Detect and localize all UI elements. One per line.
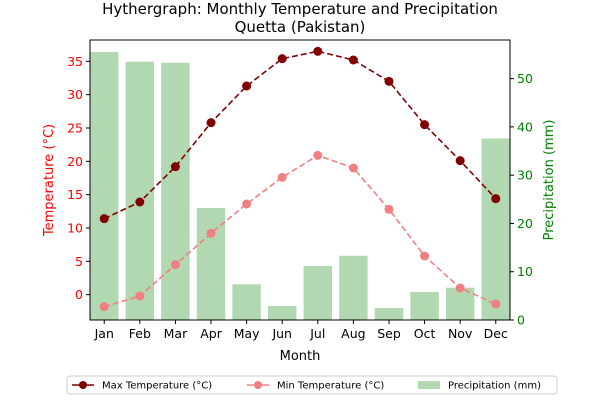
max-temp-legend-marker [79,381,87,389]
left-y-axis-label: Temperature (°C) [42,124,57,237]
precip-bar-dec [481,138,510,320]
right-tick-label: 20 [517,216,533,231]
chart-title: Hythergraph: Monthly Temperature and Pre… [102,0,498,18]
precip-bar-nov [445,287,475,320]
precip-legend-label: Precipitation (mm) [448,381,541,392]
min-temp-point-dec [491,299,501,309]
min-temp-point-nov [455,283,465,293]
min-temp-point-sep [384,204,394,214]
precip-bar-sep [374,307,404,320]
min-temp-point-feb [135,291,145,301]
min-temp-point-mar [170,260,180,270]
left-tick-label: 25 [67,121,83,136]
x-tick-label-jul: Jul [309,326,325,341]
precip-bar-apr [196,208,226,320]
precip-bar-may [232,284,261,320]
max-temp-point-sep [384,76,394,86]
precip-bar-feb [125,61,155,320]
max-temp-legend-label: Max Temperature (°C) [102,381,212,392]
left-tick-label: 30 [67,87,83,102]
x-tick-label-mar: Mar [164,326,188,341]
legend: Max Temperature (°C) Min Temperature (°C)… [66,375,558,395]
min-temp-legend-label: Min Temperature (°C) [277,381,384,392]
right-tick-label: 50 [517,71,533,86]
left-tick-label: 35 [67,54,83,69]
max-temp-line [103,50,497,220]
min-temp-point-aug [348,163,358,173]
min-temp-point-jul [313,150,323,160]
x-tick-label-oct: Oct [414,326,436,341]
precip-bar-oct [410,292,439,320]
precip-bar-mar [161,62,190,320]
x-tick-label-jun: Jun [271,326,292,341]
temperature-lines [99,46,501,312]
min-temp-point-may [242,199,252,209]
max-temp-point-feb [135,197,145,207]
min-temp-legend-marker [254,381,262,389]
max-temp-point-nov [455,156,465,166]
max-temp-point-mar [170,162,180,172]
left-tick-label: 5 [75,254,83,269]
right-tick-label: 40 [517,119,533,134]
precip-bar-jan [90,52,119,320]
right-y-axis-label: Precipitation (mm) [542,120,557,241]
left-tick-label: 15 [67,187,83,202]
min-temp-point-jan [99,302,109,312]
chart-subtitle: Quetta (Pakistan) [235,18,366,36]
max-temp-point-dec [491,194,501,204]
x-tick-label-may: May [234,326,260,341]
left-y-axis: 0 5 10 15 20 25 30 35 [67,54,90,302]
x-axis: Jan Feb Mar Apr May Jun Jul Aug Sep Oct Nov Dec [94,320,508,341]
left-tick-label: 0 [75,287,83,302]
x-axis-label: Month [280,349,321,364]
x-tick-label-dec: Dec [484,326,508,341]
max-temp-point-jun [277,54,287,64]
right-tick-label: 10 [517,264,533,279]
right-y-axis: 0 10 20 30 40 50 [510,71,533,328]
min-temp-point-oct [420,251,430,261]
x-tick-label-nov: Nov [448,326,473,341]
precipitation-bars [90,52,510,320]
precip-bar-jul [303,265,333,320]
min-temp-point-apr [206,228,216,238]
min-temp-line [104,154,497,308]
plot-frame [89,39,511,321]
legend-box [66,375,558,395]
max-temp-point-jan [99,214,109,224]
left-tick-label: 10 [67,221,83,236]
right-tick-label: 30 [517,168,533,183]
precip-bar-aug [339,255,368,320]
x-tick-label-jan: Jan [94,326,114,341]
min-temp-point-jun [277,172,287,182]
x-tick-label-aug: Aug [341,326,365,341]
max-temp-point-aug [348,55,358,65]
right-tick-label: 0 [517,313,525,328]
left-tick-label: 20 [67,154,83,169]
precip-bar-jun [267,306,297,320]
x-tick-label-feb: Feb [129,326,151,341]
precip-legend-swatch [418,381,440,389]
max-temp-point-apr [206,118,216,128]
max-temp-point-oct [420,120,430,130]
x-tick-label-sep: Sep [377,326,401,341]
max-temp-point-jul [313,46,323,56]
x-tick-label-apr: Apr [200,326,222,341]
max-temp-point-may [242,81,252,91]
